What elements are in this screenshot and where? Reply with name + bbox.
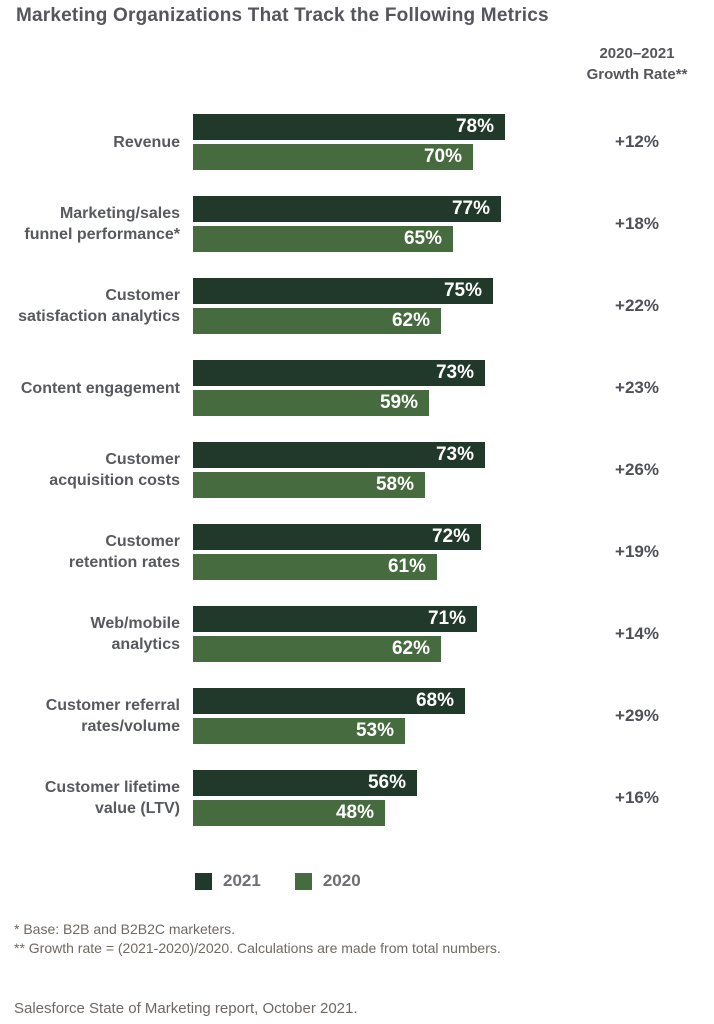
category-label: Marketing/sales funnel performance* [24, 205, 180, 243]
chart-row: Customer retention rates 72% 61% +19% [0, 524, 714, 580]
category-label: Content engagement [20, 379, 180, 397]
bar-value-label: 58% [375, 474, 414, 495]
chart-row: Customer lifetime value (LTV) 56% 48% +16% [0, 770, 714, 826]
bar-2021: 68% [193, 688, 465, 714]
growth-rate-value: +22% [615, 296, 659, 315]
bar-value-label: 73% [435, 444, 474, 465]
bar-2020: 62% [193, 308, 441, 334]
bar-group: 75% 62% [193, 278, 493, 334]
growth-rate-value: +29% [615, 706, 659, 725]
bar-2020: 59% [193, 390, 429, 416]
bar-value-label: 62% [391, 310, 430, 331]
bar-2021: 72% [193, 524, 481, 550]
bar-2021: 75% [193, 278, 493, 304]
bar-value-label: 62% [391, 638, 430, 659]
legend-swatch-2021 [195, 872, 212, 890]
bar-2020: 70% [193, 144, 473, 170]
category-label: Customer lifetime value (LTV) [44, 779, 180, 817]
bar-value-label: 56% [367, 772, 406, 793]
bar-value-label: 77% [451, 198, 490, 219]
legend-item-2020: 2020 [294, 871, 361, 891]
growth-rate-value: +23% [615, 378, 659, 397]
growth-rate-value: +16% [615, 788, 659, 807]
bar-2020: 58% [193, 472, 425, 498]
growth-rate-value: +14% [615, 624, 659, 643]
bar-2021: 77% [193, 196, 501, 222]
bar-group: 68% 53% [193, 688, 465, 744]
category-label: Revenue [113, 133, 180, 151]
source-line: Salesforce State of Marketing report, Oc… [14, 1000, 358, 1017]
category-label: Web/mobile analytics [90, 615, 181, 653]
category-label: Customer satisfaction analytics [18, 287, 180, 325]
bar-group: 78% 70% [193, 114, 505, 170]
footnote-growth-rate: ** Growth rate = (2021-2020)/2020. Calcu… [14, 940, 501, 956]
growth-rate-column-header: 2020–2021 Growth Rate** [557, 43, 714, 85]
bar-group: 73% 58% [193, 442, 485, 498]
chart-legend: 2021 2020 [195, 871, 361, 891]
chart-row: Marketing/sales funnel performance* 77% 65… [0, 196, 714, 252]
bar-2020: 48% [193, 800, 385, 826]
category-label: Customer retention rates [68, 533, 180, 571]
bar-value-label: 71% [427, 608, 466, 629]
bar-value-label: 53% [355, 720, 394, 741]
bar-2020: 62% [193, 636, 441, 662]
category-label: Customer referral rates/volume [45, 697, 180, 735]
bar-value-label: 61% [387, 556, 426, 577]
growth-rate-value: +19% [615, 542, 659, 561]
bar-2021: 56% [193, 770, 417, 796]
chart-row: Customer acquisition costs 73% 58% +26% [0, 442, 714, 498]
bar-group: 72% 61% [193, 524, 481, 580]
bar-2021: 73% [193, 360, 485, 386]
bar-value-label: 48% [335, 802, 374, 823]
legend-label-2020: 2020 [322, 871, 361, 890]
growth-header-years: 2020–2021 [599, 45, 675, 62]
bar-value-label: 72% [431, 526, 470, 547]
bar-value-label: 75% [443, 280, 482, 301]
footnote-base: * Base: B2B and B2B2C marketers. [14, 921, 235, 937]
chart-row: Customer referral rates/volume 68% 53% +29% [0, 688, 714, 744]
footnotes: * Base: B2B and B2B2C marketers. ** Grow… [14, 920, 501, 958]
bar-value-label: 70% [423, 146, 462, 167]
legend-item-2021: 2021 [195, 871, 261, 891]
bar-2020: 65% [193, 226, 453, 252]
bar-group: 56% 48% [193, 770, 417, 826]
bar-2020: 61% [193, 554, 437, 580]
bar-2020: 53% [193, 718, 405, 744]
bar-value-label: 65% [403, 228, 442, 249]
bar-value-label: 73% [435, 362, 474, 383]
chart-row: Customer satisfaction analytics 75% 62% +22… [0, 278, 714, 334]
bar-2021: 71% [193, 606, 477, 632]
bar-value-label: 59% [379, 392, 418, 413]
growth-rate-value: +18% [615, 214, 659, 233]
bar-value-label: 68% [415, 690, 454, 711]
chart-row: Revenue 78% 70% +12% [0, 114, 714, 170]
growth-header-label: Growth Rate** [586, 66, 688, 83]
legend-label-2021: 2021 [223, 871, 261, 890]
bar-value-label: 78% [455, 116, 494, 137]
bar-group: 77% 65% [193, 196, 501, 252]
chart-row: Web/mobile analytics 71% 62% +14% [0, 606, 714, 662]
chart-row: Content engagement 73% 59% +23% [0, 360, 714, 416]
growth-rate-value: +12% [615, 132, 659, 151]
growth-rate-value: +26% [615, 460, 659, 479]
bar-group: 71% 62% [193, 606, 477, 662]
page-title: Marketing Organizations That Track the F… [16, 5, 549, 26]
bar-group: 73% 59% [193, 360, 485, 416]
bar-2021: 73% [193, 442, 485, 468]
category-label: Customer acquisition costs [49, 451, 180, 489]
bar-2021: 78% [193, 114, 505, 140]
legend-swatch-2020 [294, 872, 312, 890]
